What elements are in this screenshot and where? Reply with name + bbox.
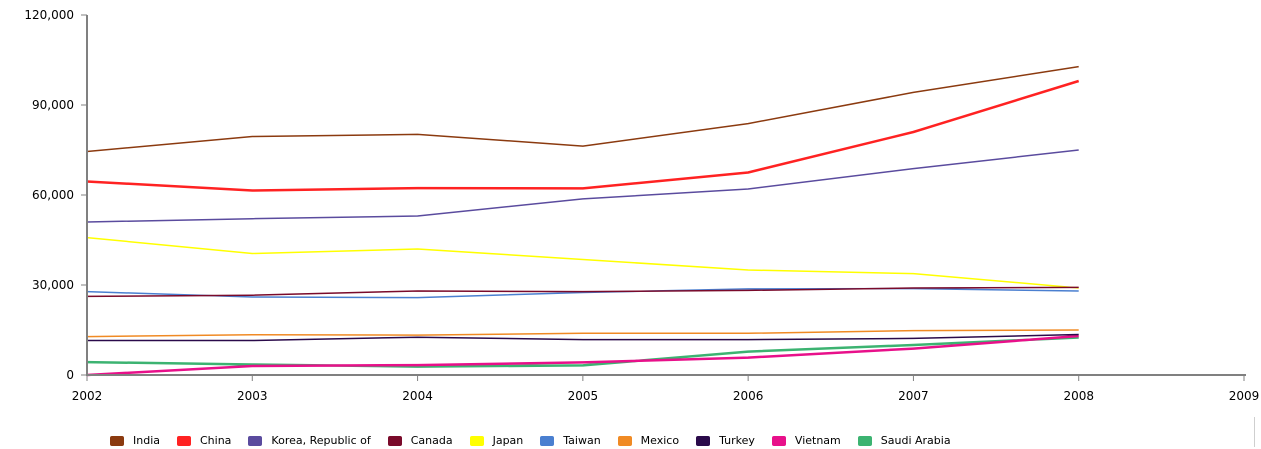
- legend-label: Turkey: [719, 434, 755, 447]
- x-tick-label: 2004: [402, 389, 433, 403]
- legend-swatch: [857, 435, 872, 446]
- legend-label: Canada: [410, 434, 453, 447]
- legend-item[interactable]: Korea, Republic of: [248, 434, 371, 447]
- legend-label: Vietnam: [794, 434, 841, 447]
- y-tick-label: 0: [66, 368, 74, 382]
- y-tick-label: 30,000: [32, 278, 74, 292]
- legend: India China Korea, Republic of Canada Japan T…: [110, 434, 968, 447]
- legend-label: Saudi Arabia: [880, 434, 951, 447]
- series-line-mexico: [86, 329, 1079, 338]
- legend-label: Korea, Republic of: [271, 434, 371, 447]
- x-tick-label: 2006: [733, 389, 764, 403]
- x-tick-label: 2009: [1229, 389, 1260, 403]
- legend-swatch: [248, 435, 263, 446]
- series-line-saudi-arabia: [86, 336, 1079, 368]
- series-line-vietnam: [86, 334, 1079, 377]
- legend-item[interactable]: Saudi Arabia: [857, 434, 951, 447]
- legend-swatch: [469, 435, 484, 446]
- x-tick-label: 2008: [1063, 389, 1094, 403]
- legend-swatch: [696, 435, 711, 446]
- y-tick-layer: 0 30,000 60,000 90,000 120,000: [24, 8, 87, 382]
- x-tick-label: 2002: [72, 389, 103, 403]
- series-line-china: [86, 79, 1080, 192]
- legend-swatch: [177, 435, 191, 446]
- series-line-korea-republic-of: [86, 149, 1079, 223]
- y-tick-label: 120,000: [24, 8, 74, 22]
- series-line-japan: [86, 236, 1079, 289]
- x-tick-label: 2007: [898, 389, 929, 403]
- x-tick-label: 2005: [568, 389, 599, 403]
- legend-swatch: [771, 435, 786, 446]
- legend-item[interactable]: Mexico: [617, 434, 680, 447]
- legend-label: China: [200, 434, 232, 447]
- legend-swatch: [617, 435, 632, 446]
- series-line-india: [86, 65, 1079, 153]
- legend-label: Mexico: [640, 434, 680, 447]
- y-tick-label: 90,000: [32, 98, 74, 112]
- legend-item[interactable]: Taiwan: [540, 434, 601, 447]
- legend-item[interactable]: Canada: [387, 434, 453, 447]
- legend-swatch: [110, 435, 124, 446]
- legend-item[interactable]: China: [177, 434, 231, 447]
- legend-item[interactable]: India: [110, 434, 160, 447]
- divider-line: [1254, 417, 1255, 447]
- legend-swatch: [540, 435, 555, 446]
- series-layer: [86, 65, 1080, 377]
- legend-swatch: [387, 435, 402, 446]
- legend-label: Japan: [492, 434, 524, 447]
- series-line-taiwan: [86, 287, 1079, 299]
- legend-label: India: [133, 434, 160, 447]
- y-tick-label: 60,000: [32, 188, 74, 202]
- series-line-turkey: [87, 333, 1079, 342]
- x-tick-layer: 2002 2003 2004 2005 2006 2007 2008 2009: [72, 375, 1260, 403]
- legend-item[interactable]: Japan: [469, 434, 524, 447]
- series-line-canada: [86, 286, 1079, 298]
- x-tick-label: 2003: [237, 389, 268, 403]
- legend-item[interactable]: Vietnam: [771, 434, 841, 447]
- legend-item[interactable]: Turkey: [696, 434, 755, 447]
- legend-label: Taiwan: [563, 434, 601, 447]
- axes-layer: [86, 15, 1246, 376]
